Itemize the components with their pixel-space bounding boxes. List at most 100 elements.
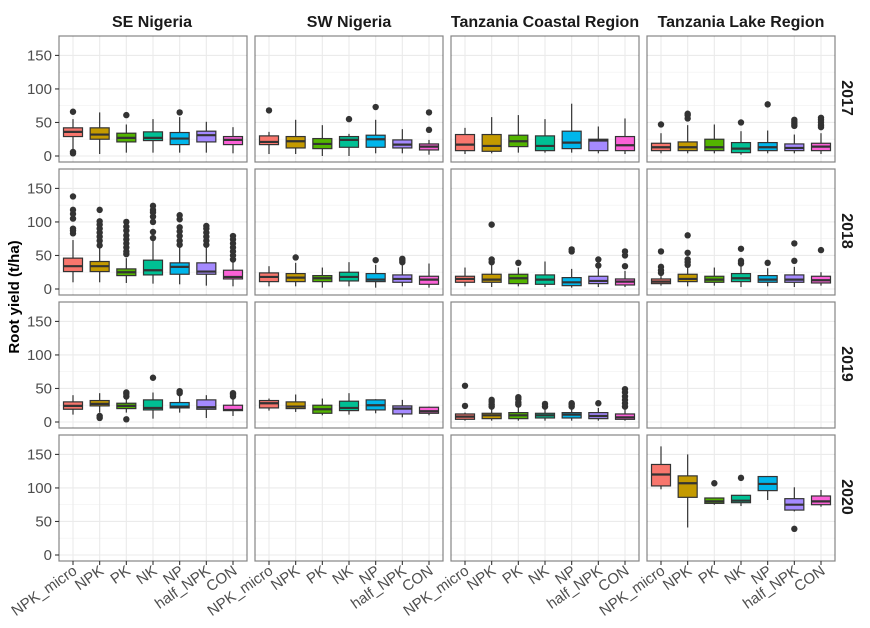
boxplot-NPK_micro [650, 121, 672, 154]
outlier-point [425, 109, 433, 116]
boxplot-CON [418, 406, 440, 416]
boxplot-NPK_micro [650, 446, 672, 490]
x-tick-label: PK [695, 562, 721, 587]
box-iqr [392, 405, 413, 415]
boxplot-NPK [677, 232, 698, 287]
y-tick-label: 150 [27, 446, 52, 463]
facet-panel [646, 434, 836, 562]
y-tick-label: 50 [35, 380, 52, 397]
x-tick-label: half_NPK [740, 562, 802, 612]
outlier-point [595, 400, 602, 407]
boxplot-NK [534, 400, 556, 421]
outlier-point [96, 218, 103, 225]
box-iqr [561, 130, 582, 150]
boxplot-NPK [89, 393, 110, 422]
boxplot-CON [222, 127, 244, 154]
panel-border [450, 168, 640, 296]
outlier-point [149, 374, 157, 381]
outlier-point [595, 256, 602, 263]
boxplot-half_NPK [784, 487, 805, 533]
outlier-point [764, 259, 771, 267]
outlier-point [711, 480, 718, 487]
boxplot-NP [365, 256, 386, 288]
facet-panel [254, 301, 444, 429]
boxplot-NP [561, 103, 582, 153]
box-iqr [142, 131, 164, 142]
outlier-point [123, 218, 130, 226]
facet-panel [450, 35, 640, 163]
x-tick-label: NPK [464, 562, 499, 594]
y-tick-label: 0 [44, 547, 52, 564]
boxplot-NPK [285, 254, 306, 287]
panel-border [450, 35, 640, 163]
boxplot-NPK_micro [454, 382, 476, 421]
x-tick-label: NPK_micro [8, 562, 80, 619]
boxplot-NP [757, 475, 778, 501]
facet-col-label: Tanzania Lake Region [658, 14, 825, 31]
boxplot-PK [508, 115, 529, 153]
facet-col-label: SE Nigeria [112, 14, 192, 31]
outlier-point [488, 256, 495, 263]
box-iqr [169, 401, 190, 409]
outlier-point [265, 107, 273, 114]
facet-panel [646, 35, 836, 163]
facet-row-label: 2020 [838, 479, 855, 515]
box-iqr [588, 138, 609, 152]
boxplot-PK [312, 125, 333, 156]
boxplot-NK [142, 119, 164, 153]
outlier-point [817, 114, 825, 121]
outlier-point [737, 119, 745, 126]
facet-col-label: Tanzania Coastal Region [451, 14, 639, 31]
boxplot-PK [508, 259, 529, 287]
outlier-point [684, 232, 691, 239]
outlier-point [515, 393, 522, 401]
box-iqr [62, 257, 84, 273]
boxplot-NK [142, 374, 164, 419]
facet-panel [254, 35, 444, 163]
facet-panel [450, 301, 640, 429]
outlier-point [737, 474, 745, 482]
outlier-point [69, 193, 77, 200]
box-iqr [534, 135, 556, 152]
boxplot-NK [338, 115, 360, 156]
outlier-point [595, 262, 602, 269]
panel-border [646, 168, 836, 296]
outlier-point [69, 206, 77, 214]
boxplot-NK [338, 393, 360, 415]
boxplot-NPK [481, 117, 502, 154]
y-axis-title: Root yield (t/ha) [6, 240, 23, 353]
outlier-point [96, 412, 103, 420]
outlier-point [123, 416, 130, 423]
boxplot-NK [534, 261, 556, 287]
outlier-point [149, 228, 157, 236]
outlier-point [176, 109, 183, 116]
boxplot-CON [614, 385, 636, 421]
outlier-point [791, 116, 798, 123]
outlier-point [764, 101, 771, 108]
x-tick-label: PK [499, 562, 525, 587]
boxplot-NK [338, 262, 360, 287]
boxplot-CON [614, 118, 636, 154]
boxplot-NPK_micro [650, 248, 672, 286]
panel-border [646, 301, 836, 429]
outlier-point [541, 400, 549, 408]
boxplot-PK [704, 480, 725, 505]
outlier-point [372, 103, 379, 111]
outlier-point [69, 148, 77, 156]
boxplot-CON [810, 246, 832, 286]
outlier-point [791, 525, 798, 533]
box-iqr [285, 401, 306, 410]
outlier-point [737, 257, 745, 265]
boxplot-NPK [89, 206, 110, 283]
outlier-point [203, 222, 210, 230]
boxplot-NPK_micro [258, 266, 280, 287]
outlier-point [568, 246, 575, 253]
boxplot-NP [561, 246, 582, 288]
boxplot-NP [365, 399, 386, 414]
boxplot-NP [561, 400, 582, 421]
boxplot-NK [142, 202, 164, 284]
outlier-point [123, 389, 130, 396]
box-iqr [142, 259, 164, 276]
box-iqr [222, 269, 244, 280]
outlier-point [176, 224, 183, 231]
